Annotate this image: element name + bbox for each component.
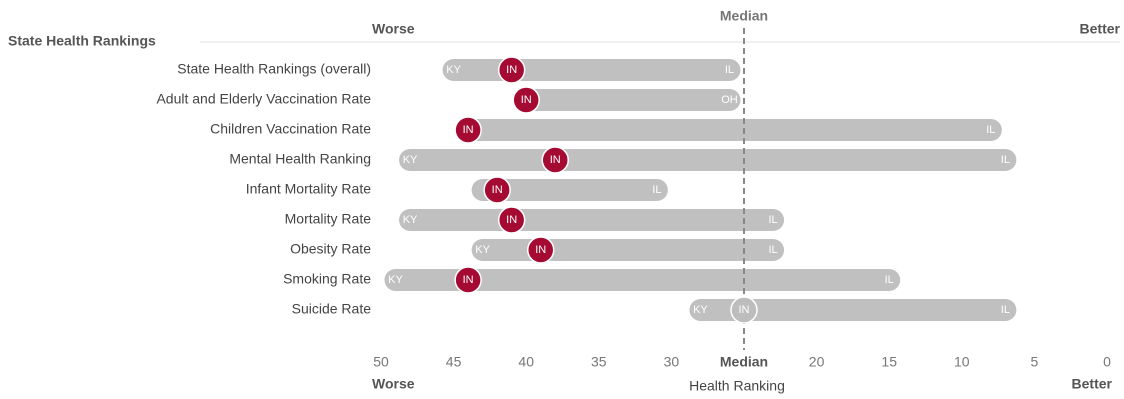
- start-state: KY: [693, 304, 708, 316]
- category-label: Obesity Rate: [290, 241, 371, 257]
- start-state: KY: [446, 64, 461, 76]
- better-bottom: Better: [1072, 376, 1113, 392]
- x-tick-label: 10: [954, 354, 970, 370]
- highlight-point: [454, 266, 482, 294]
- start-state: KY: [403, 154, 418, 166]
- highlight-point: [730, 296, 758, 324]
- highlight-label: IN: [506, 214, 517, 226]
- median-top: Median: [720, 8, 768, 24]
- x-tick-label: 50: [373, 354, 389, 370]
- range-bar: [471, 179, 668, 201]
- category-label: Infant Mortality Rate: [246, 181, 371, 197]
- better-top: Better: [1080, 21, 1121, 37]
- range-bar: [515, 89, 741, 111]
- end-state: IL: [768, 244, 777, 256]
- highlight-point: [497, 206, 526, 234]
- highlight-label: IN: [521, 94, 532, 106]
- range-bar: [442, 59, 741, 81]
- x-tick-label: 15: [881, 354, 897, 370]
- highlight-label: IN: [463, 124, 474, 136]
- highlight-label: IN: [492, 184, 503, 196]
- category-label: Suicide Rate: [292, 301, 372, 317]
- highlight-point: [454, 116, 482, 144]
- range-bar: [384, 269, 901, 291]
- start-state: KY: [388, 274, 403, 286]
- highlight-label: IN: [739, 304, 750, 316]
- range-bar: [399, 209, 785, 231]
- range-bar: [457, 119, 1002, 141]
- end-state: IL: [1001, 154, 1010, 166]
- end-state: IL: [768, 214, 777, 226]
- start-state: KY: [403, 214, 418, 226]
- category-label: Mortality Rate: [285, 211, 372, 227]
- x-tick-label: 20: [809, 354, 825, 370]
- highlight-point: [512, 86, 540, 114]
- range-bar: [689, 299, 1017, 321]
- category-label: Smoking Rate: [283, 271, 371, 287]
- end-state: IL: [986, 124, 995, 136]
- worse-bottom: Worse: [372, 376, 415, 392]
- highlight-point: [497, 56, 526, 84]
- x-tick-label: 35: [591, 354, 607, 370]
- x-tick-label: 5: [1031, 354, 1039, 370]
- end-state: IL: [725, 64, 734, 76]
- highlight-label: IN: [506, 64, 517, 76]
- end-state: IL: [885, 274, 894, 286]
- category-label: State Health Rankings (overall): [177, 61, 371, 77]
- x-tick-label: 0: [1103, 354, 1111, 370]
- worse-top: Worse: [372, 21, 415, 37]
- x-axis-label: Health Ranking: [689, 378, 785, 394]
- x-tick-label: 30: [664, 354, 680, 370]
- start-state: KY: [475, 244, 490, 256]
- range-bar: [471, 239, 785, 261]
- category-label: Children Vaccination Rate: [210, 121, 371, 137]
- highlight-label: IN: [463, 274, 474, 286]
- end-state: IL: [652, 184, 661, 196]
- highlight-point: [483, 176, 511, 204]
- category-label: Adult and Elderly Vaccination Rate: [156, 91, 371, 107]
- x-tick-label: Median: [720, 354, 768, 370]
- x-tick-label: 45: [446, 354, 462, 370]
- highlight-label: IN: [535, 244, 546, 256]
- highlight-point: [541, 146, 569, 174]
- end-state: OH: [721, 94, 738, 106]
- end-state: IL: [1001, 304, 1010, 316]
- highlight-label: IN: [550, 154, 561, 166]
- chart-title: State Health Rankings: [8, 33, 156, 49]
- range-bar: [399, 149, 1017, 171]
- category-label: Mental Health Ranking: [229, 151, 371, 167]
- highlight-point: [526, 236, 555, 264]
- x-tick-label: 40: [518, 354, 534, 370]
